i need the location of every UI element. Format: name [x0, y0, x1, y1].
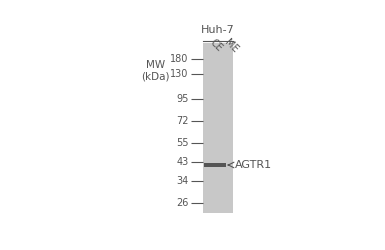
Text: Huh-7: Huh-7 — [201, 25, 235, 35]
Text: 95: 95 — [176, 94, 188, 104]
Text: 180: 180 — [170, 54, 188, 64]
Bar — [203, 44, 233, 213]
Text: 26: 26 — [176, 198, 188, 208]
Text: 72: 72 — [176, 116, 188, 126]
Text: MW
(kDa): MW (kDa) — [141, 60, 170, 82]
Text: 55: 55 — [176, 138, 188, 148]
Text: CE: CE — [208, 37, 224, 54]
Text: 43: 43 — [176, 158, 188, 168]
Text: ME: ME — [223, 37, 240, 55]
Text: AGTR1: AGTR1 — [234, 160, 272, 170]
Bar — [204, 163, 226, 167]
Text: 130: 130 — [170, 69, 188, 79]
Text: 34: 34 — [176, 176, 188, 186]
